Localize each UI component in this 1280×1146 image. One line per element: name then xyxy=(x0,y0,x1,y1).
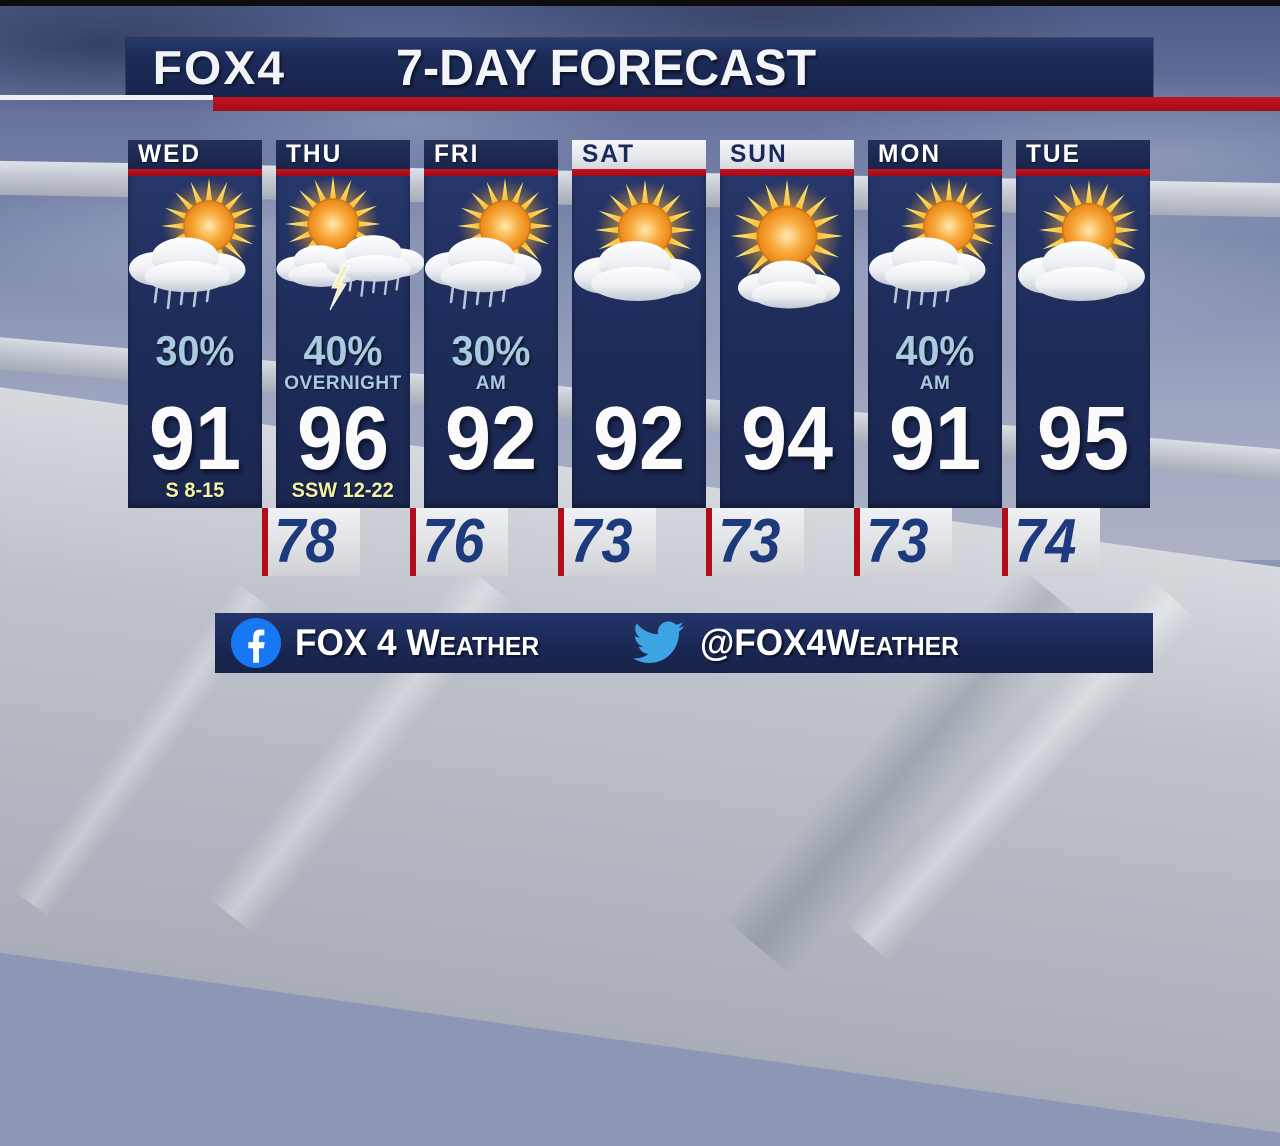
day-panel: 40% AM 91 xyxy=(868,176,1002,508)
wind-speed: SSW 12-22 xyxy=(291,479,395,502)
day-label: MON xyxy=(878,140,942,168)
forecast-column-tue: TUE 95 xyxy=(1016,140,1150,508)
day-header: WED xyxy=(128,140,262,169)
twitter-icon xyxy=(633,621,685,663)
mostly-sunny-icon xyxy=(721,178,853,326)
partly-cloudy-icon xyxy=(573,178,705,326)
sun-cloud-rain-icon xyxy=(129,178,261,326)
facebook-icon xyxy=(231,618,281,668)
low-temp-box: 74 xyxy=(1002,508,1100,576)
day-header-red-stripe xyxy=(1016,169,1150,176)
day-label: FRI xyxy=(434,140,480,168)
top-letterbox-bar xyxy=(0,0,1280,6)
day-label: THU xyxy=(286,140,343,168)
low-temp-red-bar xyxy=(706,508,712,576)
high-temp: 95 xyxy=(1036,389,1130,489)
high-temp: 96 xyxy=(296,389,390,489)
forecast-column-sat: SAT 92 xyxy=(572,140,706,508)
day-label: WED xyxy=(138,140,202,168)
partly-cloudy-icon xyxy=(1017,178,1149,326)
low-temp: 78 xyxy=(274,507,337,576)
day-header-red-stripe xyxy=(720,169,854,176)
low-temp-red-bar xyxy=(558,508,564,576)
forecast-column-thu: THU 40% OVERNIGHT 96 SSW 12-22 xyxy=(276,140,410,508)
thunderstorm-icon xyxy=(277,178,409,326)
facebook-handle: FOX 4 Weather xyxy=(295,622,540,663)
sun-cloud-rain-icon xyxy=(425,178,557,326)
low-temp-box: 78 xyxy=(262,508,360,576)
day-panel: 95 xyxy=(1016,176,1150,508)
low-temp: 74 xyxy=(1014,507,1077,576)
forecast-column-wed: WED 30% 91 S 8-15 xyxy=(128,140,262,508)
day-header-red-stripe xyxy=(868,169,1002,176)
day-header: TUE xyxy=(1016,140,1150,169)
day-header-red-stripe xyxy=(424,169,558,176)
day-header: THU xyxy=(276,140,410,169)
precip-qualifier: AM xyxy=(475,373,507,394)
day-panel: 92 xyxy=(572,176,706,508)
weather-icon-wrap xyxy=(869,176,1001,328)
day-header: MON xyxy=(868,140,1002,169)
low-temp: 73 xyxy=(570,507,633,576)
header-red-stripe xyxy=(213,97,1280,111)
low-temp-box: 73 xyxy=(854,508,952,576)
high-temp: 91 xyxy=(148,389,242,489)
high-temp: 92 xyxy=(592,389,686,489)
day-header-red-stripe xyxy=(572,169,706,176)
day-label: TUE xyxy=(1026,140,1081,168)
high-temp: 94 xyxy=(740,389,834,489)
sun-cloud-rain-icon xyxy=(869,178,1001,326)
day-label: SAT xyxy=(582,140,636,168)
precip-chance: 40% xyxy=(895,327,975,374)
weather-icon-wrap xyxy=(425,176,557,328)
twitter-handle: @FOX4Weather xyxy=(700,622,960,663)
precip-chance: 30% xyxy=(451,327,531,374)
forecast-column-sun: SUN 94 xyxy=(720,140,854,508)
precip-qualifier: AM xyxy=(919,373,951,394)
day-header: SUN xyxy=(720,140,854,169)
day-panel: 30% AM 92 xyxy=(424,176,558,508)
low-temp-box: 73 xyxy=(706,508,804,576)
low-temp: 73 xyxy=(866,507,929,576)
weather-icon-wrap xyxy=(1017,176,1149,328)
wind-speed: S 8-15 xyxy=(165,479,225,502)
forecast-column-mon: MON 40% AM 91 xyxy=(868,140,1002,508)
day-header-red-stripe xyxy=(276,169,410,176)
header-bar: FOX4 7-DAY FORECAST xyxy=(126,38,1153,97)
low-temp-box: 76 xyxy=(410,508,508,576)
day-label: SUN xyxy=(730,140,788,168)
precip-chance: 40% xyxy=(303,327,383,374)
day-panel: 40% OVERNIGHT 96 SSW 12-22 xyxy=(276,176,410,508)
day-header-red-stripe xyxy=(128,169,262,176)
precip-qualifier: OVERNIGHT xyxy=(284,373,402,394)
low-temp: 73 xyxy=(718,507,781,576)
fox4-logo: FOX4 xyxy=(152,41,287,94)
low-temp: 76 xyxy=(422,507,485,576)
high-temp: 92 xyxy=(444,389,538,489)
low-temp-red-bar xyxy=(1002,508,1008,576)
day-panel: 30% 91 S 8-15 xyxy=(128,176,262,508)
low-temp-red-bar xyxy=(410,508,416,576)
social-bar: FOX 4 Weather @FOX4Weather xyxy=(215,613,1153,673)
weather-icon-wrap xyxy=(277,176,409,328)
weather-icon-wrap xyxy=(129,176,261,328)
precip-chance: 30% xyxy=(155,327,235,374)
day-header: SAT xyxy=(572,140,706,169)
header-white-stripe xyxy=(0,95,213,100)
high-temp: 91 xyxy=(888,389,982,489)
page-title: 7-DAY FORECAST xyxy=(395,39,816,96)
weather-icon-wrap xyxy=(573,176,705,328)
weather-icon-wrap xyxy=(721,176,853,328)
day-panel: 94 xyxy=(720,176,854,508)
day-header: FRI xyxy=(424,140,558,169)
low-temp-box: 73 xyxy=(558,508,656,576)
low-temp-red-bar xyxy=(262,508,268,576)
forecast-column-fri: FRI 30% AM 92 xyxy=(424,140,558,508)
low-temp-red-bar xyxy=(854,508,860,576)
